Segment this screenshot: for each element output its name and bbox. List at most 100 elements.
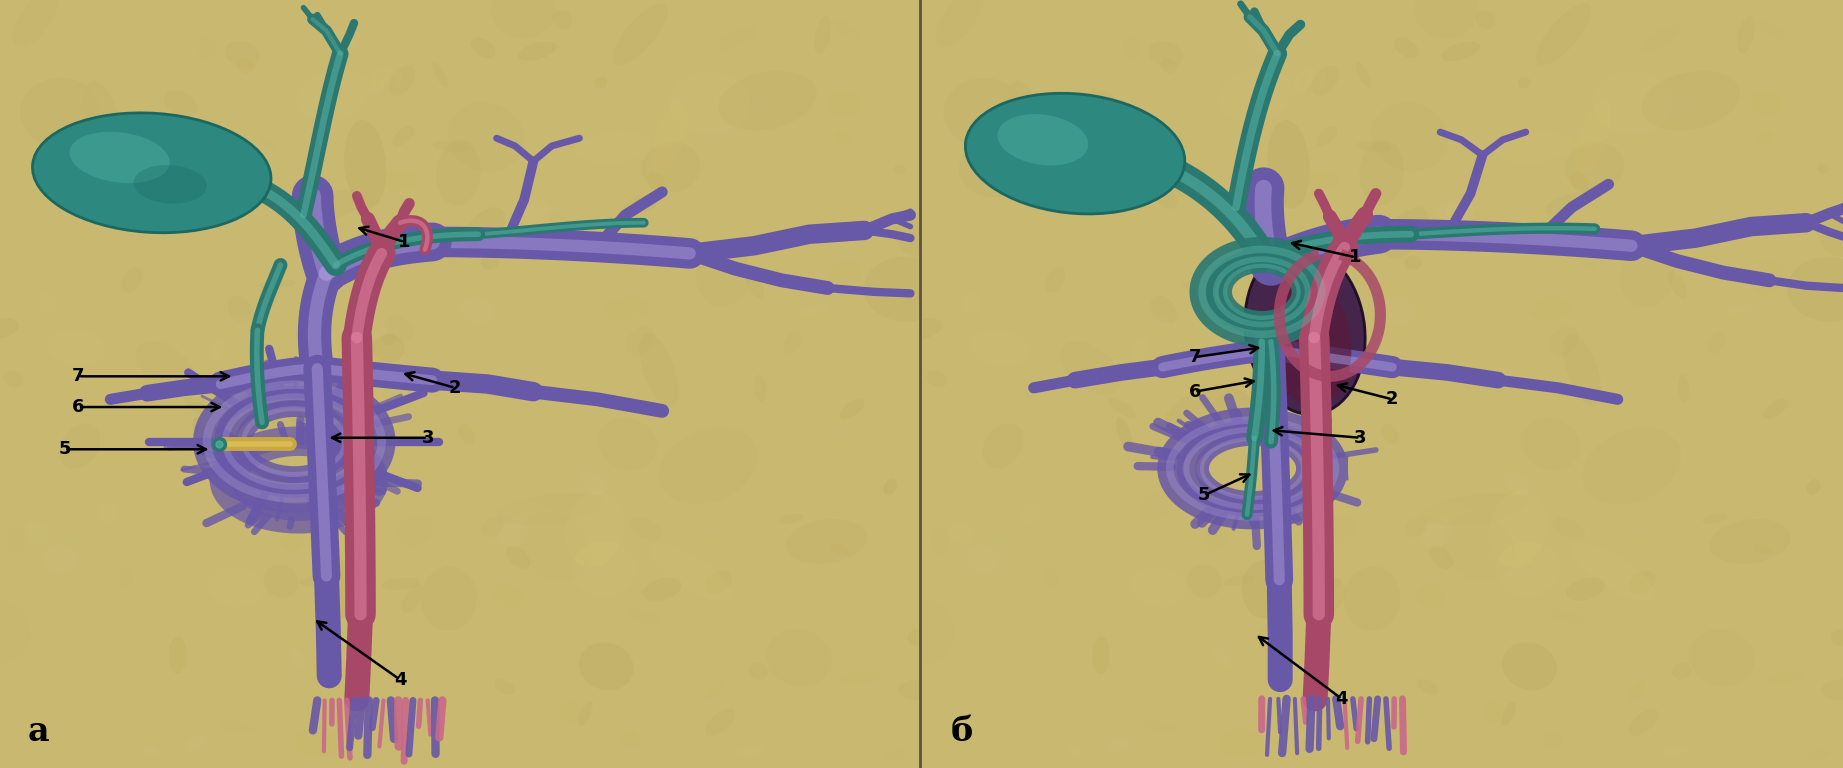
Ellipse shape [1320,516,1356,545]
Ellipse shape [81,81,120,167]
Ellipse shape [1661,745,1686,757]
Ellipse shape [1668,270,1686,299]
Ellipse shape [440,377,522,452]
Ellipse shape [612,3,667,65]
Text: 6: 6 [72,398,85,416]
Ellipse shape [339,243,378,276]
Ellipse shape [936,0,982,48]
Ellipse shape [192,416,208,451]
Ellipse shape [337,472,370,515]
Ellipse shape [1076,171,1087,183]
Ellipse shape [1476,11,1497,29]
Ellipse shape [39,293,57,313]
Ellipse shape [883,479,898,495]
Ellipse shape [35,141,105,197]
Ellipse shape [1063,379,1080,393]
Ellipse shape [1452,409,1530,478]
Ellipse shape [1067,160,1174,204]
Ellipse shape [70,132,170,183]
Ellipse shape [238,58,252,73]
Ellipse shape [1360,140,1404,205]
Ellipse shape [652,100,687,175]
Ellipse shape [459,207,505,259]
Ellipse shape [186,737,205,751]
Ellipse shape [164,118,229,169]
Ellipse shape [1305,333,1320,345]
Ellipse shape [621,730,640,749]
Text: 7: 7 [72,367,85,386]
Ellipse shape [787,519,868,564]
Ellipse shape [1161,58,1176,73]
Ellipse shape [745,270,763,299]
Ellipse shape [640,333,678,406]
Ellipse shape [828,260,861,295]
Ellipse shape [1519,77,1530,88]
Ellipse shape [133,165,206,204]
Ellipse shape [1305,578,1344,590]
Text: 1: 1 [1349,248,1362,266]
Ellipse shape [839,429,920,455]
Ellipse shape [1751,91,1782,116]
Text: 2: 2 [1386,390,1399,409]
Ellipse shape [382,333,396,345]
Ellipse shape [1165,386,1250,439]
Ellipse shape [748,663,769,680]
Ellipse shape [1143,720,1176,733]
Ellipse shape [719,26,757,51]
Ellipse shape [217,492,251,520]
Ellipse shape [1620,245,1673,306]
Text: 2: 2 [450,379,461,397]
Ellipse shape [1690,629,1755,687]
Ellipse shape [1277,374,1301,395]
Ellipse shape [319,560,361,618]
Ellipse shape [649,544,732,601]
Ellipse shape [1535,3,1591,65]
Ellipse shape [737,745,763,757]
Ellipse shape [1141,492,1174,520]
Ellipse shape [1458,213,1491,243]
Ellipse shape [481,256,499,270]
Ellipse shape [140,379,157,393]
Ellipse shape [606,297,649,320]
Ellipse shape [643,578,682,601]
Ellipse shape [1384,296,1415,325]
Ellipse shape [1544,730,1563,749]
Ellipse shape [800,304,831,315]
Ellipse shape [41,504,81,590]
Ellipse shape [494,584,523,609]
Ellipse shape [842,671,881,684]
Text: 4: 4 [1336,690,1347,708]
Ellipse shape [1419,493,1528,525]
Ellipse shape [1583,428,1681,505]
Ellipse shape [153,171,164,183]
Ellipse shape [396,516,433,545]
Ellipse shape [1572,544,1655,601]
Ellipse shape [835,131,851,144]
Ellipse shape [24,521,50,545]
Ellipse shape [1417,679,1438,695]
Ellipse shape [1325,584,1345,613]
Ellipse shape [1497,132,1574,164]
Ellipse shape [1502,642,1557,690]
Ellipse shape [1642,71,1740,131]
Text: б: б [951,715,973,748]
Ellipse shape [382,578,420,590]
Ellipse shape [1205,525,1227,551]
Ellipse shape [1441,41,1480,61]
Ellipse shape [33,113,271,233]
Ellipse shape [479,490,566,530]
Ellipse shape [1344,566,1401,631]
Ellipse shape [1806,479,1821,495]
Ellipse shape [944,78,1025,147]
Ellipse shape [997,114,1089,165]
Ellipse shape [219,720,252,733]
Ellipse shape [345,568,367,581]
Ellipse shape [964,504,1004,590]
Ellipse shape [188,462,247,502]
Ellipse shape [754,375,765,402]
Ellipse shape [170,636,186,674]
Ellipse shape [111,165,125,184]
Text: 1: 1 [398,233,411,251]
Ellipse shape [1482,703,1506,722]
Ellipse shape [1356,62,1371,88]
